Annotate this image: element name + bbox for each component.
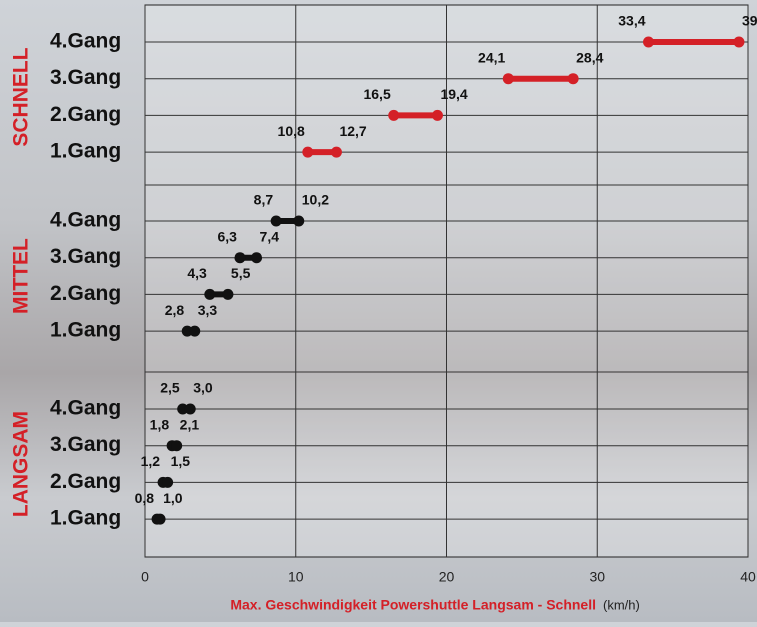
- range-low-dot: [643, 36, 655, 48]
- value-label: 1,8: [150, 416, 170, 432]
- value-label: 19,4: [440, 86, 467, 102]
- value-label: 0,8: [135, 490, 155, 506]
- range-low-dot: [270, 215, 282, 227]
- value-label: 39,4: [742, 13, 757, 29]
- range-low-dot: [302, 146, 314, 158]
- row-label: 4.Gang: [50, 30, 121, 53]
- value-label: 2,5: [160, 380, 180, 396]
- value-label: 1,0: [163, 490, 183, 506]
- range-high-dot: [154, 513, 166, 525]
- x-tick-label: 30: [589, 569, 605, 585]
- value-label: 2,8: [165, 302, 185, 318]
- x-tick-label: 20: [439, 569, 455, 585]
- value-label: 6,3: [218, 228, 238, 244]
- value-label: 4,3: [187, 265, 207, 281]
- range-low-dot: [204, 288, 216, 300]
- group-label: LANGSAM: [10, 411, 33, 517]
- range-high-dot: [162, 476, 174, 488]
- range-high-dot: [567, 73, 579, 85]
- group-label: MITTEL: [10, 238, 33, 314]
- row-label: 1.Gang: [50, 319, 121, 342]
- row-label: 1.Gang: [50, 140, 121, 163]
- row-label: 4.Gang: [50, 209, 121, 232]
- row-label: 1.Gang: [50, 507, 121, 530]
- range-high-dot: [189, 325, 201, 337]
- value-label: 3,3: [198, 302, 218, 318]
- x-tick-label: 10: [288, 569, 304, 585]
- value-label: 10,8: [278, 123, 305, 139]
- range-high-dot: [184, 403, 196, 415]
- group-label: SCHNELL: [10, 47, 33, 146]
- row-label: 2.Gang: [50, 470, 121, 493]
- value-label: 5,5: [231, 265, 251, 281]
- value-label: 24,1: [478, 49, 505, 65]
- value-label: 33,4: [618, 13, 645, 29]
- range-low-dot: [181, 325, 193, 337]
- row-label: 3.Gang: [50, 433, 121, 456]
- row-label: 3.Gang: [50, 66, 121, 89]
- value-label: 12,7: [339, 123, 366, 139]
- value-label: 1,5: [171, 453, 191, 469]
- range-low-dot: [234, 252, 246, 264]
- x-axis-unit: (km/h): [603, 597, 640, 612]
- value-label: 7,4: [260, 228, 280, 244]
- range-low-dot: [177, 403, 189, 415]
- x-axis-label: Max. Geschwindigkeit Powershuttle Langsa…: [230, 597, 596, 613]
- value-label: 10,2: [302, 192, 329, 208]
- range-high-dot: [293, 215, 305, 227]
- value-label: 1,2: [141, 453, 161, 469]
- value-label: 28,4: [576, 49, 603, 65]
- row-label: 4.Gang: [50, 397, 121, 420]
- row-label: 2.Gang: [50, 282, 121, 305]
- value-label: 3,0: [193, 380, 213, 396]
- range-high-dot: [222, 288, 234, 300]
- value-label: 2,1: [180, 416, 200, 432]
- x-tick-label: 0: [141, 569, 149, 585]
- row-label: 3.Gang: [50, 245, 121, 268]
- range-low-dot: [502, 73, 514, 85]
- x-tick-label: 40: [740, 569, 756, 585]
- value-label: 8,7: [254, 192, 274, 208]
- range-high-dot: [431, 109, 443, 121]
- range-high-dot: [251, 252, 263, 264]
- row-label: 2.Gang: [50, 103, 121, 126]
- range-high-dot: [171, 440, 183, 452]
- range-low-dot: [388, 109, 400, 121]
- value-label: 16,5: [363, 86, 390, 102]
- range-high-dot: [330, 146, 342, 158]
- range-high-dot: [733, 36, 745, 48]
